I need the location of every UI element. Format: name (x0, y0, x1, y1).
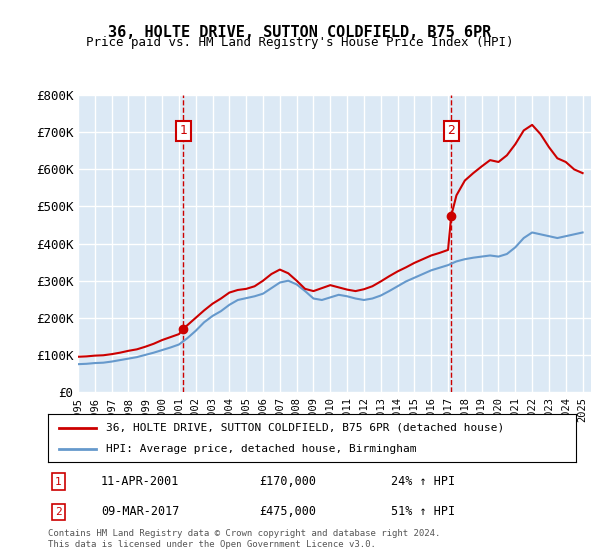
Text: 1: 1 (55, 477, 62, 487)
Text: 09-MAR-2017: 09-MAR-2017 (101, 505, 179, 519)
Text: 51% ↑ HPI: 51% ↑ HPI (391, 505, 455, 519)
Text: 36, HOLTE DRIVE, SUTTON COLDFIELD, B75 6PR (detached house): 36, HOLTE DRIVE, SUTTON COLDFIELD, B75 6… (106, 423, 505, 433)
Text: 1: 1 (179, 124, 187, 137)
Text: 2: 2 (447, 124, 455, 137)
Text: £170,000: £170,000 (259, 475, 316, 488)
Text: 36, HOLTE DRIVE, SUTTON COLDFIELD, B75 6PR: 36, HOLTE DRIVE, SUTTON COLDFIELD, B75 6… (109, 25, 491, 40)
Text: £475,000: £475,000 (259, 505, 316, 519)
Text: HPI: Average price, detached house, Birmingham: HPI: Average price, detached house, Birm… (106, 444, 416, 454)
Text: 2: 2 (55, 507, 62, 517)
Text: Price paid vs. HM Land Registry's House Price Index (HPI): Price paid vs. HM Land Registry's House … (86, 36, 514, 49)
Text: 11-APR-2001: 11-APR-2001 (101, 475, 179, 488)
Text: 24% ↑ HPI: 24% ↑ HPI (391, 475, 455, 488)
Text: Contains HM Land Registry data © Crown copyright and database right 2024.
This d: Contains HM Land Registry data © Crown c… (48, 529, 440, 549)
